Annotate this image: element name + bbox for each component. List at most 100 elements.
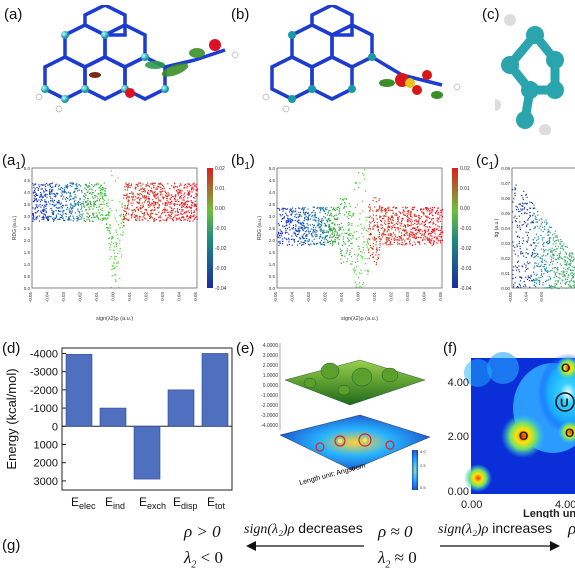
- x-tick-label: -0.03: [539, 292, 544, 303]
- dg-scatter-plot-c: 0.080.070.060.050.040.030.020.010.00-0.0…: [490, 160, 575, 325]
- svg-text:2.0000: 2.0000: [263, 363, 279, 369]
- molecule-render-c: [495, 5, 575, 135]
- svg-text:O: O: [561, 361, 570, 375]
- colorbar-tick-label: 0.01: [215, 186, 225, 192]
- arrow-right-icon: [438, 538, 562, 552]
- svg-text:4.0: 4.0: [420, 449, 426, 454]
- colorbar-tick-label: -0.02: [460, 246, 472, 252]
- y-tick-label: 2.5: [24, 226, 31, 231]
- panel-label-g: (g): [2, 537, 20, 554]
- svg-text:-2.0000: -2.0000: [261, 403, 278, 409]
- surface-colorbar: 4.0 2.5 0.5: [412, 449, 426, 490]
- x-tick-label: -0.03: [61, 292, 66, 303]
- svg-text:-1.0000: -1.0000: [261, 393, 278, 399]
- colorbar-tick-label: -0.01: [460, 226, 472, 232]
- x-tick-label: Eelec: [71, 495, 96, 511]
- x-tick-label: 0.05: [193, 292, 198, 301]
- x-tick-label: 0.03: [405, 292, 410, 301]
- y-tick-label: 1.5: [24, 250, 31, 255]
- y-tick-label: 4.5: [24, 178, 31, 183]
- bar-eexch: [134, 426, 160, 479]
- x-tick-label: 0.00: [356, 292, 361, 301]
- scheme-left-group: ρ > 0 λ2 < 0: [184, 519, 223, 578]
- svg-text:0.0000: 0.0000: [263, 383, 279, 389]
- y-tick-label: -3000: [30, 367, 58, 379]
- bar-eind: [100, 408, 126, 426]
- y-tick-label: 3.0: [24, 214, 31, 219]
- y-tick-label: 0: [52, 421, 58, 433]
- colorbar: [207, 168, 213, 288]
- svg-text:-4.0000: -4.0000: [261, 423, 278, 429]
- x-tick-label: Eexch: [139, 495, 166, 511]
- svg-text:4.00: 4.00: [448, 377, 469, 389]
- svg-text:0.5: 0.5: [420, 485, 426, 490]
- scheme-rho-positive: ρ > 0: [184, 519, 223, 545]
- y-tick-label: 4.0: [24, 190, 31, 195]
- colorbar-tick-label: -0.04: [215, 286, 227, 292]
- y-tick-label: 3.5: [269, 202, 276, 207]
- y-tick-label: 0.5: [269, 274, 276, 279]
- colorbar-tick-label: 0.00: [460, 206, 470, 212]
- svg-text:4.0000: 4.0000: [263, 343, 279, 349]
- x-tick-label: -0.01: [339, 292, 344, 303]
- y-tick-label: 5.0: [269, 166, 276, 171]
- x-tick-label: -0.01: [94, 292, 99, 303]
- y-axis-label: Energy (kcal/mol): [4, 368, 19, 469]
- y-tick-label: 2.0: [269, 238, 276, 243]
- x-tick-label: 0.01: [127, 292, 132, 301]
- bar-eelec: [66, 354, 92, 426]
- x-tick-label: -0.03: [306, 292, 311, 303]
- svg-text:O: O: [519, 429, 528, 443]
- x-tick-label: -0.05: [273, 292, 278, 303]
- y-tick-label: 3000: [34, 476, 58, 488]
- colorbar-tick-label: -0.02: [215, 246, 227, 252]
- x-tick-label: 0.03: [160, 292, 165, 301]
- y-tick-label: 0.08: [501, 166, 510, 171]
- x-tick-label: 0.04: [422, 292, 427, 301]
- panel-label-a: (a): [4, 6, 22, 23]
- y-tick-label: 0.04: [501, 226, 510, 231]
- contour-x-label: Length unit:: [523, 508, 575, 518]
- svg-text:2.5: 2.5: [420, 463, 426, 468]
- energy-bar-chart: -4000-3000-2000-10000100020003000Energy …: [0, 338, 240, 518]
- y-tick-label: 5.0: [24, 166, 31, 171]
- x-tick-label: 0.02: [389, 292, 394, 301]
- svg-text:O: O: [565, 426, 574, 440]
- y-tick-label: 0.01: [501, 271, 510, 276]
- colorbar-tick-label: 0.02: [215, 166, 225, 172]
- colorbar: [452, 168, 458, 288]
- molecule-render-a: [25, 5, 245, 130]
- y-tick-label: 0.03: [501, 241, 510, 246]
- scheme-lambda-negative: λ2 < 0: [184, 545, 223, 578]
- colorbar-tick-label: -0.03: [215, 266, 227, 272]
- y-tick-label: 0.00: [501, 286, 510, 291]
- svg-text:0.00: 0.00: [448, 486, 469, 498]
- svg-text:-3.0000: -3.0000: [261, 413, 278, 419]
- bar-etot: [202, 353, 228, 426]
- svg-text:3.0000: 3.0000: [263, 353, 279, 359]
- x-tick-label: 0.00: [111, 292, 116, 301]
- svg-text:0.00: 0.00: [461, 499, 482, 511]
- y-tick-label: 0.06: [501, 196, 510, 201]
- y-tick-label: 1.5: [269, 250, 276, 255]
- svg-text:2.00: 2.00: [448, 431, 469, 443]
- y-tick-label: 0.0: [269, 286, 276, 291]
- rdg-scatter-plot-b: 5.04.54.03.53.02.52.01.51.00.50.0-0.05-0…: [255, 160, 485, 335]
- y-tick-label: 0.5: [24, 274, 31, 279]
- scheme-rho-zero: ρ ≈ 0: [378, 519, 417, 545]
- y-tick-label: 1.0: [269, 262, 276, 267]
- colorbar-tick-label: 0.01: [460, 186, 470, 192]
- scheme-right-cut: ρ: [568, 519, 575, 539]
- colorbar-tick-label: -0.04: [460, 286, 472, 292]
- colorbar-tick-label: -0.03: [460, 266, 472, 272]
- molecule-render-b: [252, 5, 477, 130]
- x-tick-label: -0.04: [523, 292, 528, 303]
- y-tick-label: 4.5: [269, 178, 276, 183]
- colorbar-tick-label: -0.01: [215, 226, 227, 232]
- surface-axis-label: Length unit: Angstrom: [299, 463, 367, 487]
- x-tick-label: -0.04: [45, 292, 50, 303]
- scheme-mid-group: ρ ≈ 0 λ2 ≈ 0: [378, 519, 417, 578]
- y-axis-label: RDG (a.u.): [12, 216, 18, 241]
- contour-map-f: O U O O 4.002.000.00 0.004.00 Length uni…: [443, 348, 575, 518]
